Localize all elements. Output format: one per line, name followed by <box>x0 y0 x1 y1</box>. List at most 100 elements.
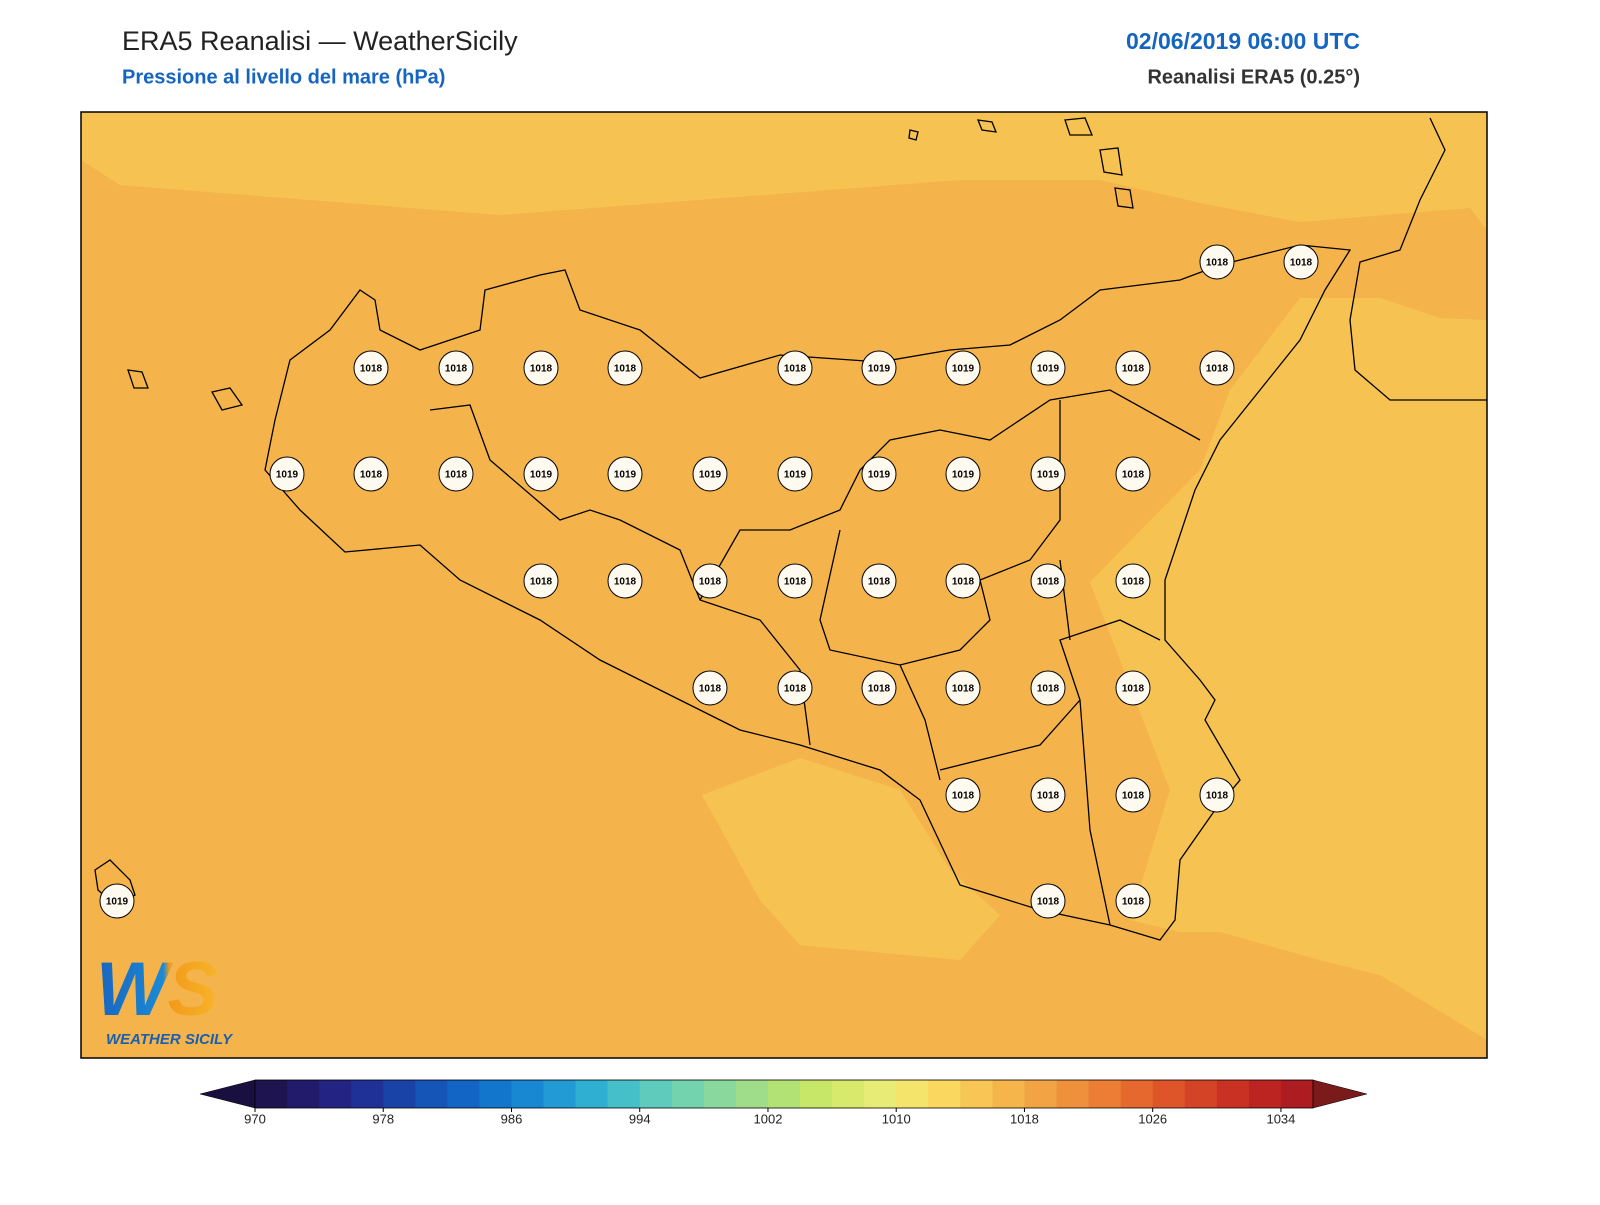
colorbar-swatch <box>607 1080 641 1108</box>
colorbar-swatch <box>1280 1080 1314 1108</box>
station-value: 1019 <box>106 897 129 908</box>
colorbar-over <box>1312 1079 1368 1109</box>
station-value: 1018 <box>360 470 383 481</box>
colorbar-swatch <box>928 1080 961 1108</box>
station-value: 1019 <box>952 364 975 375</box>
colorbar-swatch <box>1248 1080 1282 1108</box>
station-value: 1018 <box>530 364 553 375</box>
station-circle <box>1030 883 1066 919</box>
colorbar: 970 978 986 994 1002 1010 1018 1026 1034 <box>199 1079 1368 1126</box>
station-circle <box>777 350 813 386</box>
colorbar-swatch <box>511 1080 545 1108</box>
colorbar-swatch <box>1216 1080 1250 1108</box>
station-circle <box>945 456 981 492</box>
station-circle <box>438 350 474 386</box>
source: Reanalisi ERA5 (0.25°) <box>1147 66 1360 88</box>
colorbar-tick-label: 1034 <box>1266 1111 1295 1126</box>
station-value: 1018 <box>1122 684 1145 695</box>
colorbar-swatch <box>319 1080 352 1108</box>
station-value: 1018 <box>1122 791 1145 802</box>
station-value: 1019 <box>276 470 299 481</box>
station-value: 1018 <box>699 684 722 695</box>
colorbar-swatch <box>703 1080 737 1108</box>
station-circle <box>1115 563 1151 599</box>
datetime: 02/06/2019 06:00 UTC <box>1126 28 1360 54</box>
station-value: 1018 <box>1122 577 1145 588</box>
station-value: 1018 <box>784 364 807 375</box>
logo-name: WEATHER SICILY <box>106 1031 234 1048</box>
station-value: 1019 <box>952 470 975 481</box>
station-circle <box>523 456 559 492</box>
pressure-band <box>81 112 1487 230</box>
colorbar-swatch <box>735 1080 769 1108</box>
station-circle <box>1030 777 1066 813</box>
station-value: 1018 <box>1122 364 1145 375</box>
station-value: 1019 <box>614 470 637 481</box>
station-value: 1018 <box>614 364 637 375</box>
station-circle <box>945 777 981 813</box>
colorbar-swatch <box>960 1080 993 1108</box>
pressure-band <box>1090 298 1487 1040</box>
station-circle <box>945 350 981 386</box>
station-value: 1018 <box>1206 791 1229 802</box>
colorbar-frame <box>254 1079 1314 1109</box>
station-circle <box>353 456 389 492</box>
colorbar-swatch <box>800 1080 833 1108</box>
station-circle <box>861 350 897 386</box>
station-circle <box>692 456 728 492</box>
station-circle <box>1030 563 1066 599</box>
station-circle <box>945 670 981 706</box>
station-value: 1018 <box>445 470 468 481</box>
station-circle <box>1199 244 1235 280</box>
colorbar-tick-label: 978 <box>372 1111 394 1126</box>
colorbar-tick-label: 1002 <box>754 1111 783 1126</box>
station-circle <box>777 563 813 599</box>
logo-mark: WS <box>96 947 218 1032</box>
colorbar-swatch <box>1184 1080 1218 1108</box>
station-circle <box>1030 670 1066 706</box>
colorbar-swatch <box>1120 1080 1154 1108</box>
station-circle <box>523 563 559 599</box>
station-circle <box>523 350 559 386</box>
colorbar-swatch <box>383 1080 416 1108</box>
station-value: 1018 <box>952 684 975 695</box>
colorbar-tick-label: 1026 <box>1138 1111 1167 1126</box>
station-circle <box>1115 777 1151 813</box>
station-value: 1019 <box>784 470 807 481</box>
station-value: 1019 <box>1037 470 1060 481</box>
station-value: 1018 <box>1290 258 1313 269</box>
colorbar-swatch <box>896 1080 929 1108</box>
station-value: 1018 <box>1206 364 1229 375</box>
station-circle <box>1115 883 1151 919</box>
colorbar-swatch <box>575 1080 609 1108</box>
pressure-band <box>702 758 1000 960</box>
station-circle <box>861 456 897 492</box>
station-circle <box>777 456 813 492</box>
station-circle <box>607 350 643 386</box>
station-circle <box>692 670 728 706</box>
station-value: 1019 <box>699 470 722 481</box>
station-circle <box>1115 350 1151 386</box>
colorbar-swatch <box>479 1080 512 1108</box>
colorbar-swatch <box>832 1080 865 1108</box>
station-value: 1018 <box>1037 897 1060 908</box>
map-frame <box>80 111 1488 1059</box>
colorbar-swatch <box>992 1080 1025 1108</box>
station-value: 1018 <box>1037 577 1060 588</box>
coastlines <box>94 117 1487 941</box>
colorbar-swatch <box>639 1080 673 1108</box>
station-value: 1019 <box>868 470 891 481</box>
colorbar-swatch <box>864 1080 897 1108</box>
colorbar-tick-label: 994 <box>629 1111 651 1126</box>
station-circle <box>438 456 474 492</box>
station-circle <box>1199 350 1235 386</box>
map: 1018 1018 1018 1018 1018 1018 1018 1019 1019 1019… <box>81 112 1487 1058</box>
station-circle <box>861 670 897 706</box>
subtitle: Pressione al livello del mare (hPa) <box>122 66 445 88</box>
station-value: 1019 <box>1037 364 1060 375</box>
colorbar-tick-label: 986 <box>501 1111 523 1126</box>
station-value: 1018 <box>868 684 891 695</box>
station-value: 1018 <box>614 577 637 588</box>
station-value: 1018 <box>445 364 468 375</box>
